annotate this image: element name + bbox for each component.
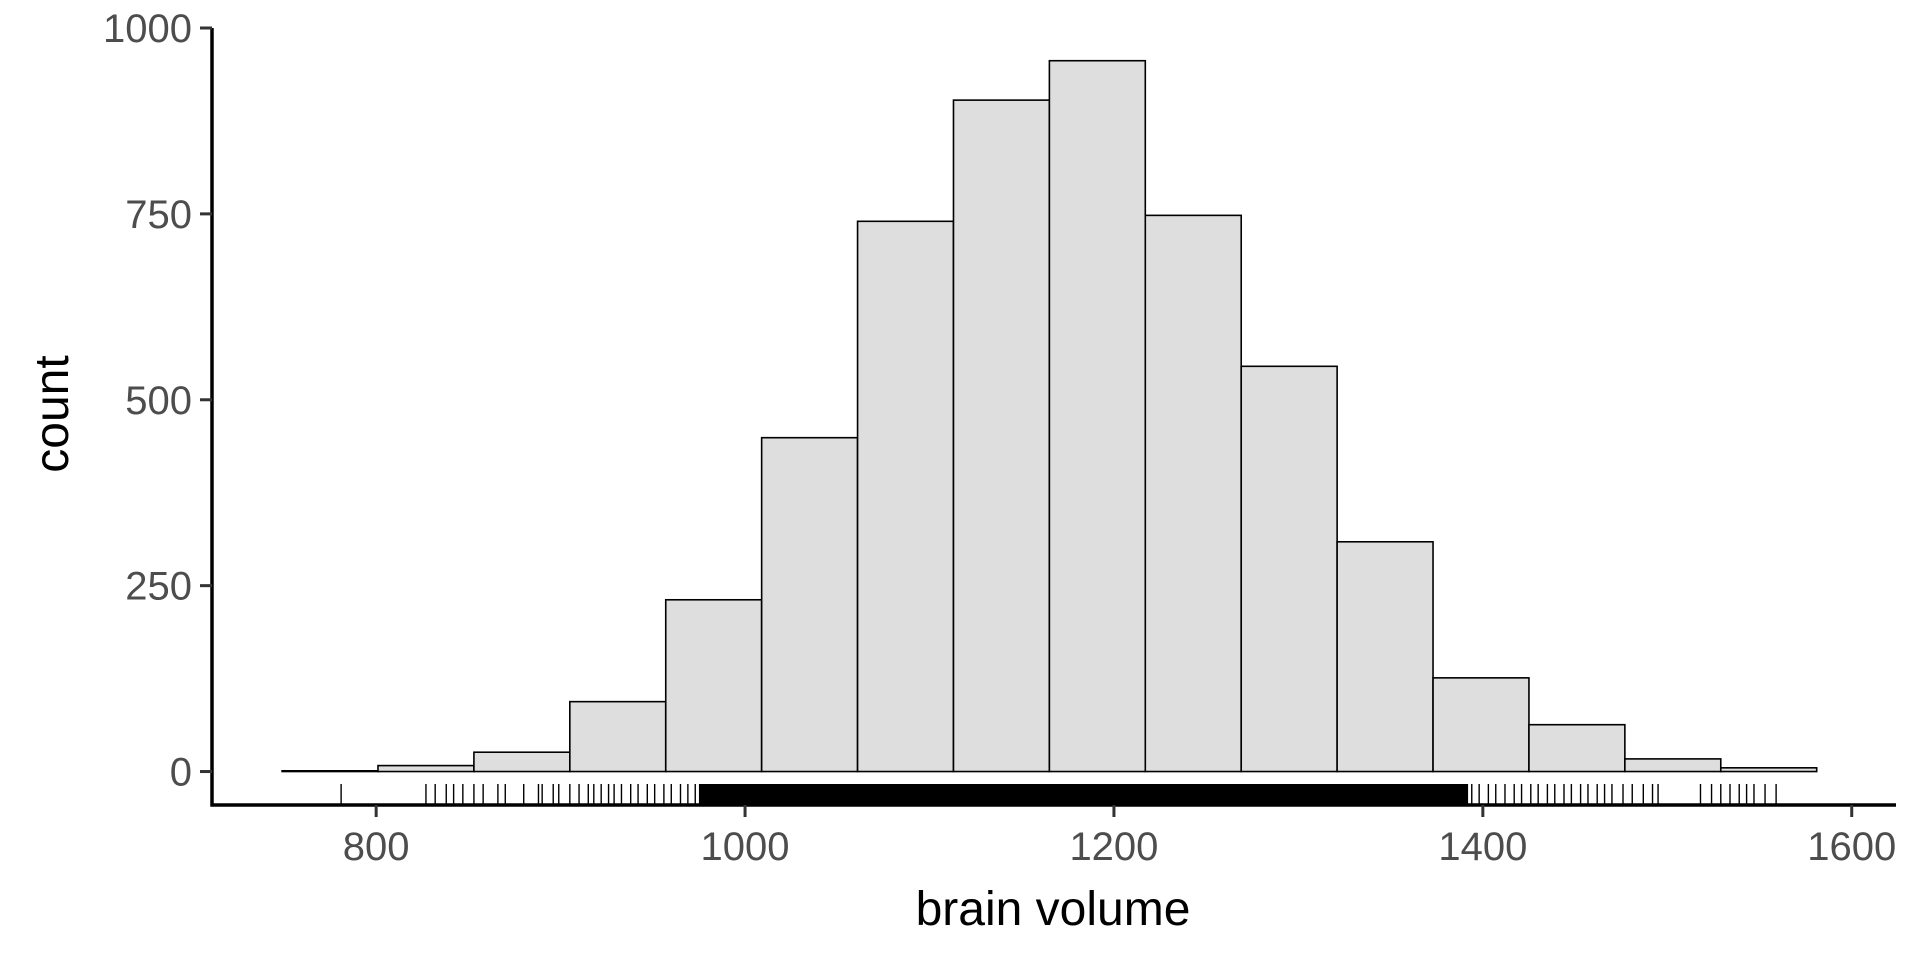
x-axis-title: brain volume (916, 883, 1191, 936)
y-tick-label: 0 (170, 751, 192, 795)
y-tick-label: 250 (125, 565, 192, 609)
histogram-bar (377, 764, 475, 773)
x-tick-label: 1400 (1438, 825, 1527, 869)
y-tick-label: 1000 (103, 7, 192, 51)
histogram-bar (952, 99, 1051, 773)
rug-layer (340, 784, 1777, 806)
y-tick-label: 750 (125, 193, 192, 237)
bars-layer (281, 59, 1818, 773)
y-tick-label: 500 (125, 379, 192, 423)
histogram-bar (281, 769, 379, 773)
histogram-bar (1432, 677, 1530, 773)
x-tick-label: 1200 (1069, 825, 1158, 869)
rug-dense-band (698, 784, 1469, 806)
y-axis-title: count (26, 355, 79, 472)
histogram-bar (1336, 540, 1434, 773)
histogram-bar (1624, 758, 1722, 773)
histogram-bar (1719, 767, 1818, 773)
histogram-bar (1144, 214, 1243, 773)
histogram-bar (569, 700, 667, 773)
histogram-bar (664, 598, 763, 773)
x-tick-label: 1600 (1807, 825, 1896, 869)
histogram-bar (1528, 723, 1626, 773)
histogram-bar (473, 751, 571, 773)
x-tick-label: 1000 (701, 825, 790, 869)
histogram-bar (856, 220, 955, 773)
axes-layer: 0 250 500 750 1000 800 1000 1200 1400 1600 (103, 7, 1896, 869)
histogram-bar (1240, 365, 1338, 773)
histogram-bar (760, 436, 859, 773)
histogram-bar (1048, 59, 1147, 773)
x-tick-label: 800 (343, 825, 410, 869)
